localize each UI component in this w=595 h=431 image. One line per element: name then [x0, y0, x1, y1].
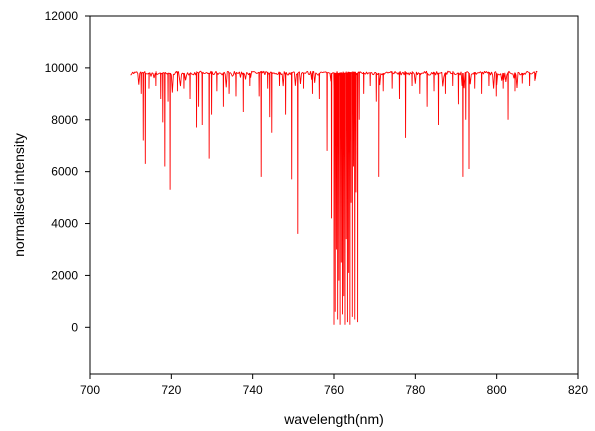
y-tick-label: 8000 [51, 113, 78, 127]
y-tick-label: 12000 [45, 9, 79, 23]
x-tick-label: 760 [324, 383, 344, 397]
y-axis-ticks: 0 2000 4000 6000 8000 10000 12000 [45, 9, 90, 334]
spectrum-series [130, 70, 538, 325]
y-tick-label: 10000 [45, 61, 79, 75]
spectrum-line [130, 70, 538, 325]
x-tick-label: 780 [405, 383, 425, 397]
x-axis-title: wavelength(nm) [283, 411, 384, 427]
y-tick-label: 4000 [51, 217, 78, 231]
y-tick-label: 2000 [51, 268, 78, 282]
x-tick-label: 700 [80, 383, 100, 397]
y-tick-label: 6000 [51, 165, 78, 179]
y-axis-title: normalised intensity [11, 133, 27, 257]
x-tick-label: 740 [243, 383, 263, 397]
y-tick-label: 0 [71, 320, 78, 334]
x-tick-label: 720 [161, 383, 181, 397]
x-axis-ticks: 700 720 740 760 780 800 820 [80, 374, 588, 397]
x-tick-label: 820 [568, 383, 588, 397]
x-tick-label: 800 [487, 383, 507, 397]
